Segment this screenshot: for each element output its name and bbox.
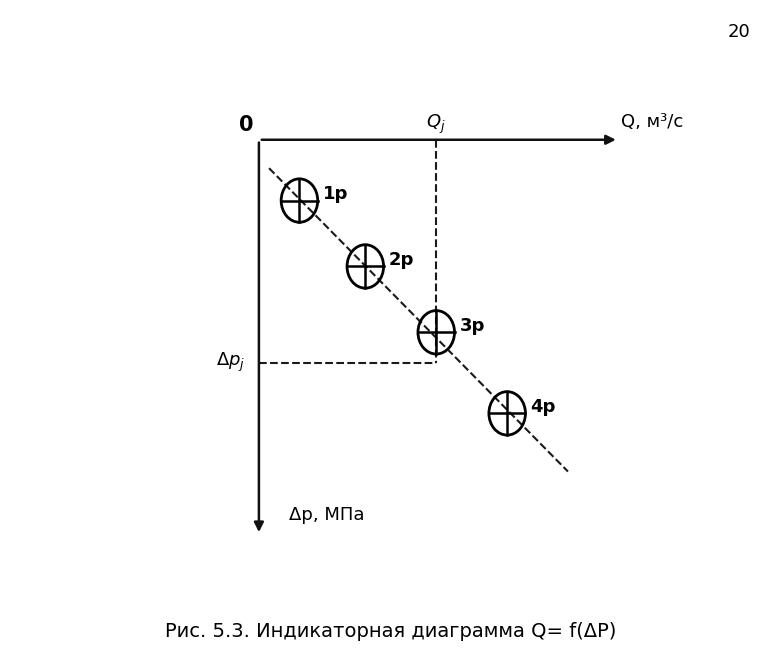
Text: 3р: 3р xyxy=(460,316,485,335)
Text: Q, м³/с: Q, м³/с xyxy=(621,113,683,131)
Text: 2р: 2р xyxy=(389,251,414,269)
Text: 20: 20 xyxy=(728,23,751,41)
Text: Δp, МПа: Δp, МПа xyxy=(289,506,365,524)
Text: 0: 0 xyxy=(239,114,253,134)
Text: Рис. 5.3. Индикаторная диаграмма Q= f(ΔP): Рис. 5.3. Индикаторная диаграмма Q= f(ΔP… xyxy=(165,622,617,641)
Text: 4р: 4р xyxy=(530,398,556,416)
Text: $Q_j$: $Q_j$ xyxy=(426,113,446,136)
Text: 1р: 1р xyxy=(323,185,348,203)
Text: $\Delta p_j$: $\Delta p_j$ xyxy=(217,351,246,374)
